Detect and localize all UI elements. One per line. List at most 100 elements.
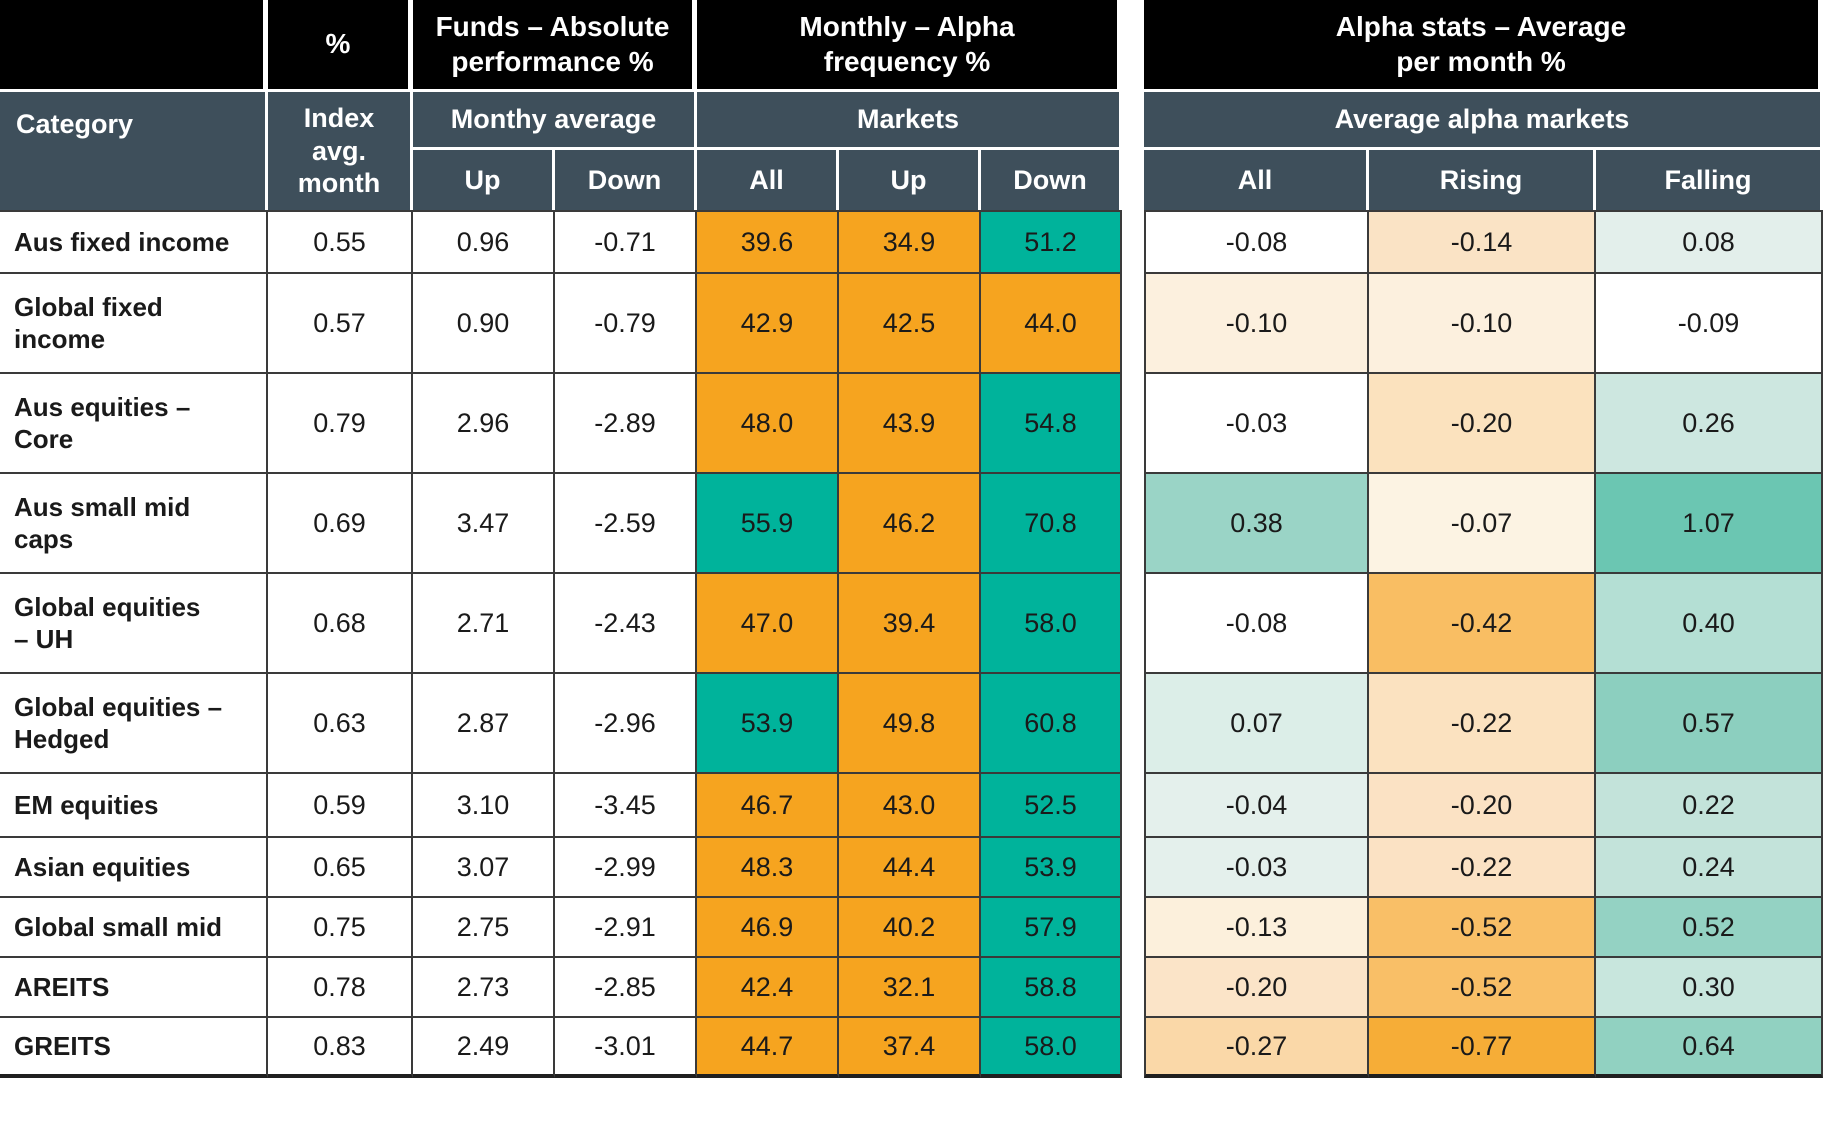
value-cell: -0.77 <box>1369 1018 1596 1078</box>
value-cell: -0.42 <box>1369 574 1596 674</box>
header-blank-cell <box>0 0 268 92</box>
value-cell: 43.9 <box>839 374 981 474</box>
category-cell: Global small mid <box>0 898 268 958</box>
value-cell: 58.0 <box>981 1018 1122 1078</box>
value-cell: 0.52 <box>1596 898 1823 958</box>
value-cell: 48.0 <box>697 374 839 474</box>
value-cell: 0.57 <box>1596 674 1823 774</box>
value-cell: -0.22 <box>1369 838 1596 898</box>
value-cell: 0.90 <box>413 274 555 374</box>
value-cell: -0.71 <box>555 210 697 274</box>
value-cell: 42.4 <box>697 958 839 1018</box>
value-cell: -2.91 <box>555 898 697 958</box>
value-cell: 55.9 <box>697 474 839 574</box>
value-cell: 0.07 <box>1144 674 1369 774</box>
column-header-alpha-falling: Falling <box>1596 150 1823 210</box>
value-cell: -0.13 <box>1144 898 1369 958</box>
column-header-funds-down: Down <box>555 150 697 210</box>
value-cell: 3.07 <box>413 838 555 898</box>
value-cell: 0.26 <box>1596 374 1823 474</box>
value-cell: 0.65 <box>268 838 413 898</box>
value-cell: -0.03 <box>1144 374 1369 474</box>
category-cell: Aus equities – Core <box>0 374 268 474</box>
value-cell: 37.4 <box>839 1018 981 1078</box>
value-cell: 60.8 <box>981 674 1122 774</box>
value-cell: 46.7 <box>697 774 839 838</box>
category-cell: Aus small mid caps <box>0 474 268 574</box>
value-cell: 70.8 <box>981 474 1122 574</box>
value-cell: 0.96 <box>413 210 555 274</box>
value-cell: 0.59 <box>268 774 413 838</box>
value-cell: 1.07 <box>1596 474 1823 574</box>
value-cell: 0.78 <box>268 958 413 1018</box>
value-cell: 58.0 <box>981 574 1122 674</box>
value-cell: -0.08 <box>1144 210 1369 274</box>
value-cell: -0.52 <box>1369 898 1596 958</box>
value-cell: 53.9 <box>697 674 839 774</box>
header-alpha-stats-average: Alpha stats – Average per month % <box>1144 0 1823 92</box>
value-cell: -0.79 <box>555 274 697 374</box>
value-cell: 53.9 <box>981 838 1122 898</box>
value-cell: 48.3 <box>697 838 839 898</box>
category-cell: GREITS <box>0 1018 268 1078</box>
value-cell: 0.38 <box>1144 474 1369 574</box>
column-header-markets-down: Down <box>981 150 1122 210</box>
value-cell: 42.5 <box>839 274 981 374</box>
value-cell: 52.5 <box>981 774 1122 838</box>
header-monthly-alpha-frequency: Monthly – Alpha frequency % <box>697 0 1122 92</box>
category-cell: AREITS <box>0 958 268 1018</box>
value-cell: 0.30 <box>1596 958 1823 1018</box>
value-cell: -0.22 <box>1369 674 1596 774</box>
value-cell: -2.96 <box>555 674 697 774</box>
value-cell: 0.64 <box>1596 1018 1823 1078</box>
value-cell: 2.71 <box>413 574 555 674</box>
category-cell: Aus fixed income <box>0 210 268 274</box>
value-cell: 43.0 <box>839 774 981 838</box>
value-cell: -0.08 <box>1144 574 1369 674</box>
value-cell: 0.40 <box>1596 574 1823 674</box>
value-cell: -2.85 <box>555 958 697 1018</box>
value-cell: 2.49 <box>413 1018 555 1078</box>
value-cell: -2.43 <box>555 574 697 674</box>
category-cell: Global equities – UH <box>0 574 268 674</box>
value-cell: 39.4 <box>839 574 981 674</box>
category-cell: Global fixed income <box>0 274 268 374</box>
value-cell: 2.87 <box>413 674 555 774</box>
value-cell: -0.10 <box>1144 274 1369 374</box>
value-cell: -0.03 <box>1144 838 1369 898</box>
header-funds-absolute-performance: Funds – Absolute performance % <box>413 0 697 92</box>
value-cell: 0.75 <box>268 898 413 958</box>
category-cell: Global equities – Hedged <box>0 674 268 774</box>
value-cell: 58.8 <box>981 958 1122 1018</box>
value-cell: 2.75 <box>413 898 555 958</box>
value-cell: 40.2 <box>839 898 981 958</box>
value-cell: -2.89 <box>555 374 697 474</box>
value-cell: -3.01 <box>555 1018 697 1078</box>
group-header-markets: Markets <box>697 92 1122 150</box>
column-header-alpha-all: All <box>1144 150 1369 210</box>
value-cell: -0.07 <box>1369 474 1596 574</box>
value-cell: 44.4 <box>839 838 981 898</box>
value-cell: 34.9 <box>839 210 981 274</box>
value-cell: 0.68 <box>268 574 413 674</box>
value-cell: -0.20 <box>1369 774 1596 838</box>
value-cell: 46.9 <box>697 898 839 958</box>
value-cell: -3.45 <box>555 774 697 838</box>
header-percent: % <box>268 0 413 92</box>
value-cell: 39.6 <box>697 210 839 274</box>
value-cell: 54.8 <box>981 374 1122 474</box>
value-cell: -2.59 <box>555 474 697 574</box>
value-cell: -0.04 <box>1144 774 1369 838</box>
value-cell: 2.73 <box>413 958 555 1018</box>
value-cell: -0.27 <box>1144 1018 1369 1078</box>
value-cell: -2.99 <box>555 838 697 898</box>
value-cell: 0.69 <box>268 474 413 574</box>
value-cell: 0.83 <box>268 1018 413 1078</box>
group-header-monthy-average: Monthy average <box>413 92 697 150</box>
value-cell: -0.20 <box>1369 374 1596 474</box>
value-cell: 51.2 <box>981 210 1122 274</box>
column-header-category: Category <box>0 92 268 210</box>
value-cell: 44.0 <box>981 274 1122 374</box>
value-cell: 46.2 <box>839 474 981 574</box>
column-header-markets-all: All <box>697 150 839 210</box>
